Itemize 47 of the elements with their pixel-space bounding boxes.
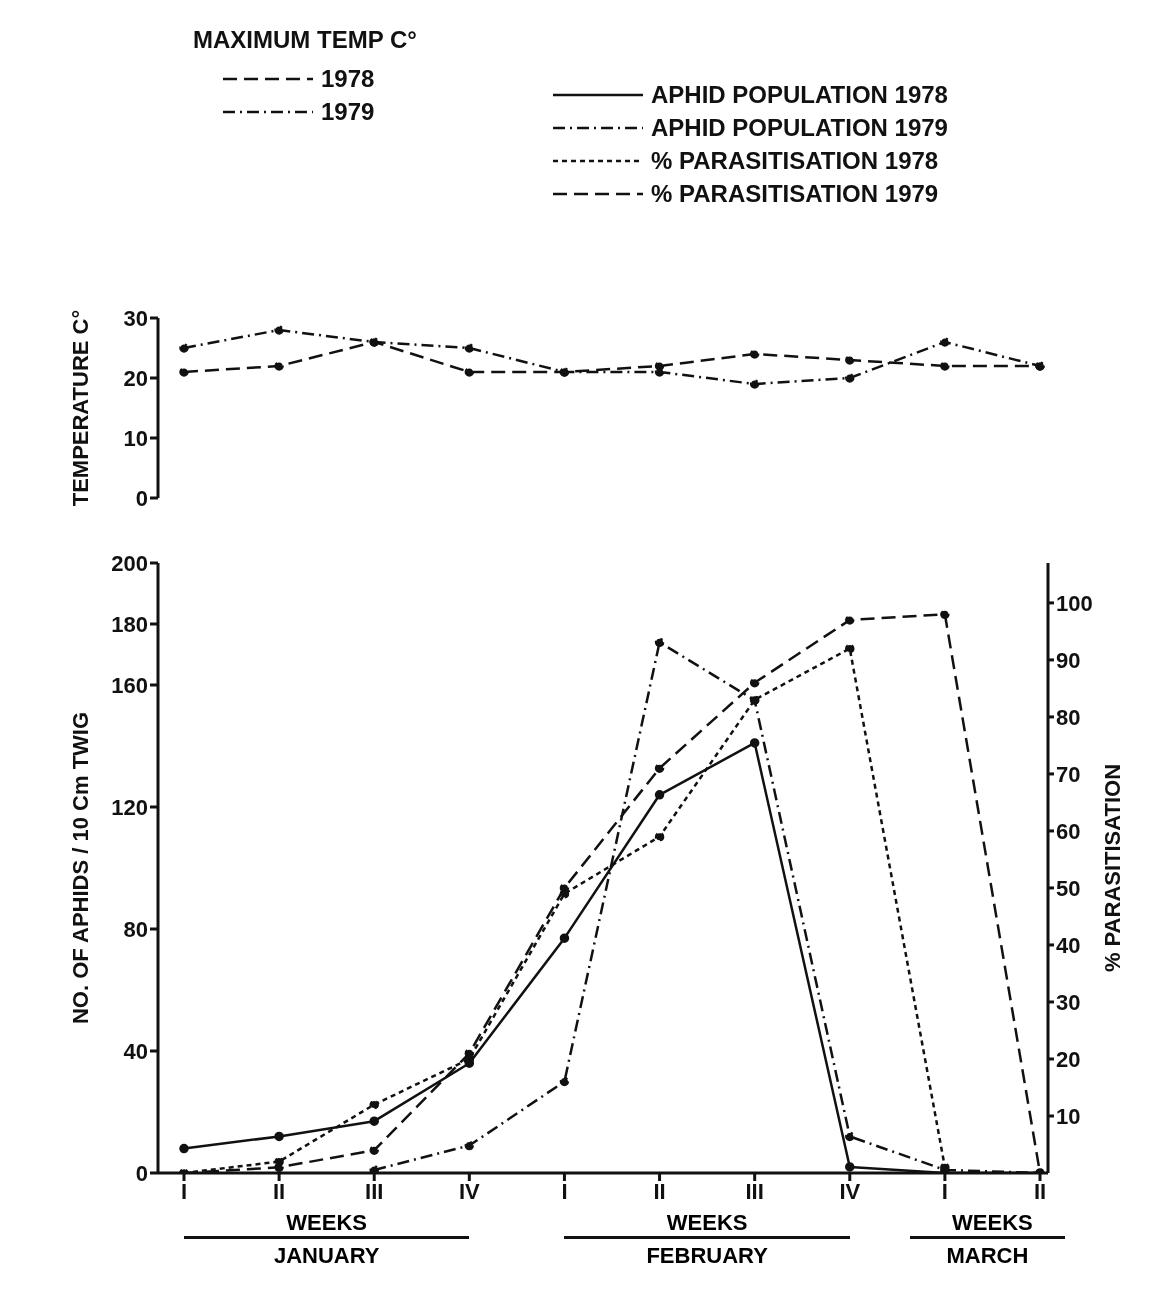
y2-tick-label: 40 [1056, 932, 1081, 958]
text: FEBRUARY [564, 1236, 850, 1269]
x-tick-label: I [941, 1178, 948, 1204]
y-axis-title: NO. OF APHIDS / 10 Cm TWIG [67, 711, 93, 1025]
legend-label: APHID POPULATION 1978 [651, 80, 948, 109]
legend-label: 1978 [321, 64, 375, 93]
y-axis-title: TEMPERATURE C° [67, 309, 93, 507]
y-tick-label: 0 [135, 485, 148, 511]
y2-tick-label: 50 [1056, 875, 1081, 901]
y2-tick-label: 90 [1056, 647, 1081, 673]
y-tick-label: 20 [123, 365, 148, 391]
text: WEEKS [285, 1210, 368, 1236]
y-tick-label: 0 [135, 1160, 148, 1186]
text: WEEKS [665, 1210, 749, 1236]
x-tick-label: II [1033, 1178, 1047, 1204]
y-tick-label: 30 [123, 305, 148, 331]
y2-tick-label: 70 [1056, 761, 1081, 787]
y2-tick-label: 60 [1056, 818, 1081, 844]
x-tick-label: I [561, 1178, 568, 1204]
y2-tick-label: 10 [1056, 1103, 1081, 1129]
y-tick-label: 180 [111, 611, 148, 637]
legend-label: % PARASITISATION 1978 [651, 146, 939, 175]
x-tick-label: II [653, 1178, 666, 1204]
y2-axis-title: % PARASITISATION [1099, 763, 1125, 973]
y2-tick-label: 20 [1056, 1046, 1081, 1072]
y-tick-label: 120 [111, 794, 148, 820]
x-tick-label: III [365, 1178, 384, 1204]
legend-title: MAXIMUM TEMP C° [193, 26, 417, 54]
legend-label: APHID POPULATION 1979 [651, 113, 948, 142]
text: MARCH [909, 1236, 1065, 1269]
x-tick-label: I [180, 1178, 188, 1204]
y2-tick-label: 80 [1056, 704, 1081, 730]
y-tick-label: 160 [111, 672, 148, 698]
legend-label: % PARASITISATION 1979 [651, 179, 939, 208]
x-tick-label: II [272, 1178, 286, 1204]
y-tick-label: 10 [123, 425, 148, 451]
x-tick-label: IV [458, 1178, 481, 1204]
y2-tick-label: 30 [1056, 989, 1081, 1015]
legend-label: 1979 [321, 97, 375, 126]
text: WEEKS [951, 1210, 1034, 1236]
x-tick-label: IV [839, 1178, 861, 1204]
y2-tick-label: 100 [1056, 590, 1093, 616]
y-tick-label: 200 [111, 550, 148, 576]
text: JANUARY [184, 1236, 470, 1269]
x-tick-label: III [745, 1178, 764, 1204]
y-tick-label: 40 [123, 1038, 148, 1064]
y-tick-label: 80 [123, 916, 148, 942]
